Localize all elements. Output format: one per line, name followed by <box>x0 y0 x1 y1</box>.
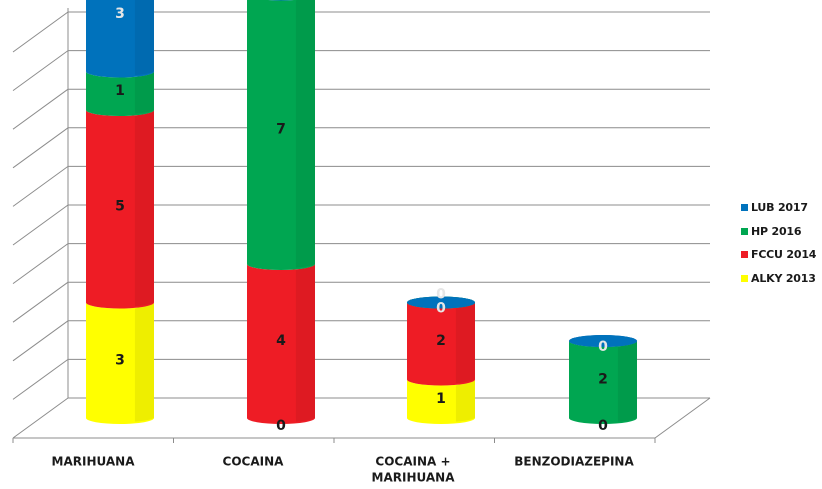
data-label: 3 <box>115 352 125 368</box>
data-label: 0 <box>436 301 446 317</box>
data-label: 0 <box>436 287 446 303</box>
legend-item: ALKY 2013 <box>741 267 816 291</box>
bars <box>86 0 637 424</box>
bar-segment-shade <box>295 264 315 422</box>
legend-swatch <box>741 251 748 259</box>
legend-item: LUB 2017 <box>741 196 816 220</box>
legend: LUB 2017 HP 2016 FCCU 2014 ALKY 2013 <box>741 196 816 290</box>
gridline-side <box>12 50 69 92</box>
category-label: MARIHUANA <box>52 455 136 469</box>
data-label: 5 <box>115 198 125 214</box>
gridline-side <box>12 204 69 246</box>
data-label: 3 <box>115 6 125 22</box>
bar-segment-shade <box>617 341 637 422</box>
category-label: BENZODIAZEPINA <box>514 455 634 469</box>
data-label: 1 <box>436 391 446 407</box>
bar-segment-shade <box>295 0 315 268</box>
bar-segment-shade <box>134 110 154 307</box>
data-label: 1 <box>115 83 125 99</box>
data-label: 7 <box>276 121 286 137</box>
floor-right-edge <box>654 397 711 439</box>
legend-swatch <box>741 227 748 235</box>
data-label: 2 <box>598 372 608 388</box>
gridline-side <box>12 165 69 207</box>
legend-swatch <box>741 274 748 282</box>
gridline-side <box>12 281 69 323</box>
data-label: 4 <box>276 333 286 349</box>
category-label: COCAINA + <box>375 455 450 469</box>
gridline-side <box>12 243 69 285</box>
bar-segment-shade <box>134 302 154 422</box>
category-labels: MARIHUANA COCAINA COCAINA + MARIHUANA BENZOD… <box>52 455 635 485</box>
legend-label: ALKY 2013 <box>751 271 816 285</box>
gridline-side <box>12 320 69 362</box>
legend-label: LUB 2017 <box>751 201 808 215</box>
data-label: 2 <box>436 333 446 349</box>
axes <box>12 8 711 443</box>
legend-label: FCCU 2014 <box>751 248 817 262</box>
category-label: COCAINA <box>223 455 285 469</box>
gridline-side <box>12 88 69 130</box>
bar-segment-shade <box>134 0 154 76</box>
bar-segment-shade <box>455 379 475 422</box>
gridline-side <box>12 11 69 53</box>
bar-zero-cap-lub-2017 <box>407 296 475 309</box>
data-label: 0 <box>598 339 608 355</box>
legend-label: HP 2016 <box>751 224 802 238</box>
gridline-side <box>12 397 69 439</box>
category-label: MARIHUANA <box>372 471 456 485</box>
gridline-side <box>12 127 69 169</box>
legend-item: FCCU 2014 <box>741 243 816 267</box>
bar-zero-cap-lub-2017 <box>569 335 637 347</box>
data-label: 0 <box>598 418 608 434</box>
bar-segment-shade <box>455 302 475 384</box>
data-labels: 351304741200200 <box>115 6 608 434</box>
gridline-side <box>12 358 69 400</box>
gridlines <box>12 11 710 439</box>
legend-swatch <box>741 204 748 212</box>
data-label: 0 <box>276 418 286 434</box>
bar-segment-shade <box>134 71 154 114</box>
legend-item: HP 2016 <box>741 220 816 244</box>
